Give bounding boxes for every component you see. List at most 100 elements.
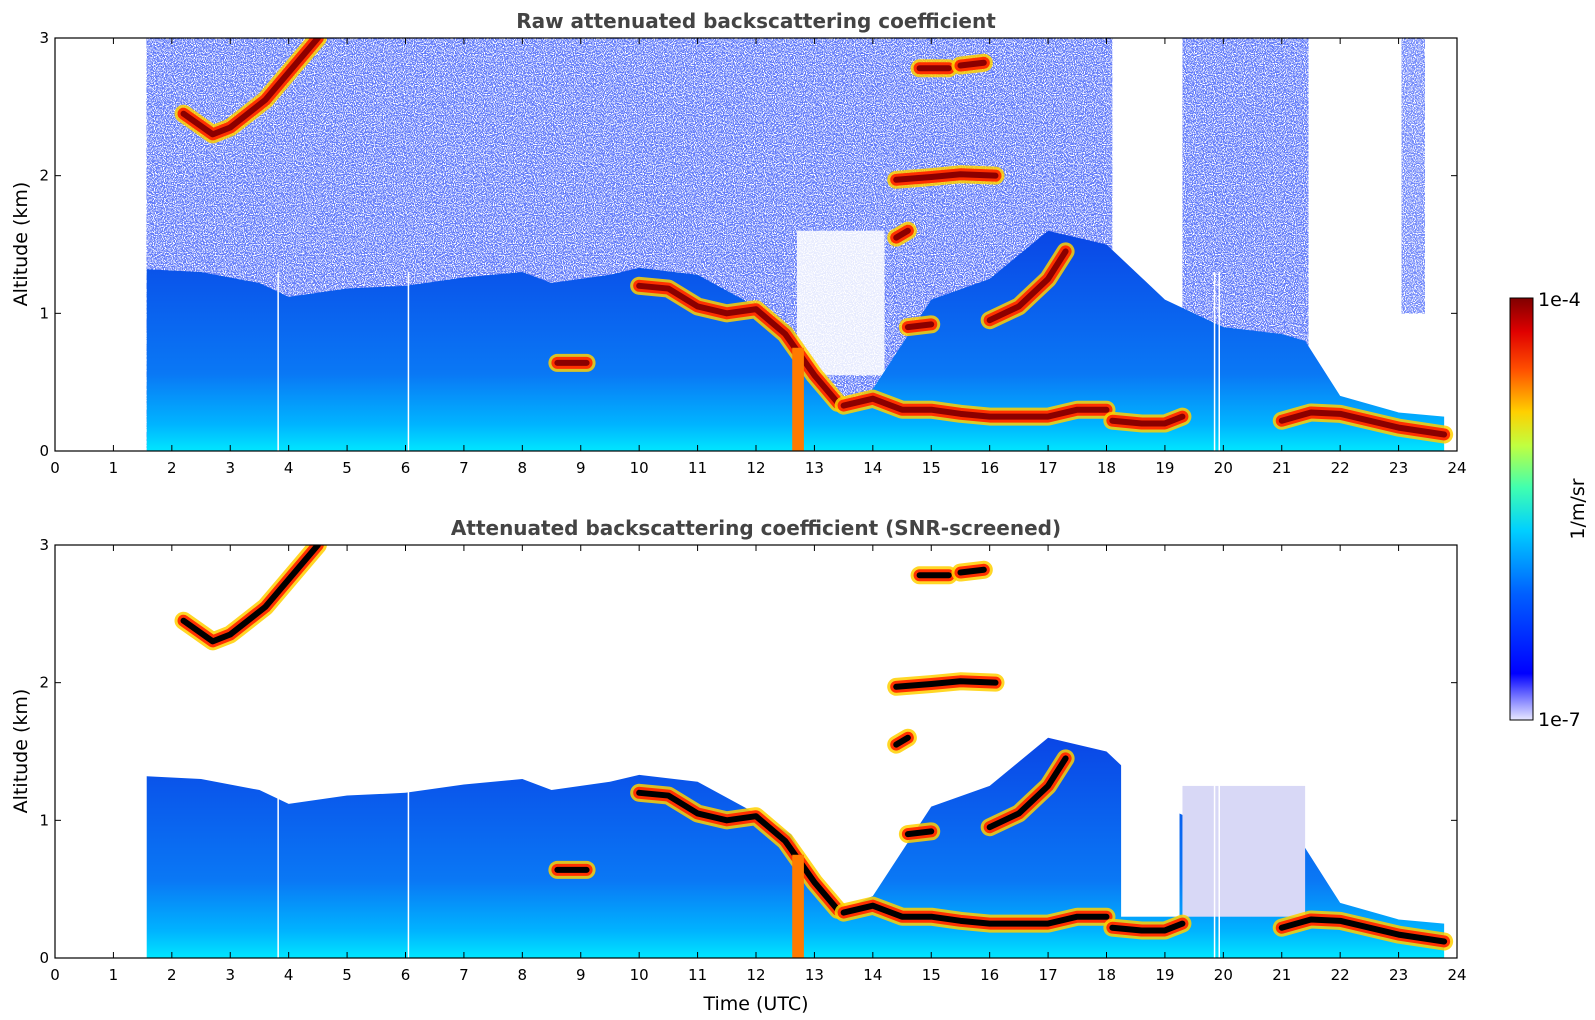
screened-x-tick-label: 21 xyxy=(1272,966,1291,984)
raw-x-tick-label: 4 xyxy=(284,459,294,477)
screened-cloud-layer-core xyxy=(840,902,1110,927)
raw-x-tick-label: 6 xyxy=(401,459,411,477)
screened-x-tick-label: 1 xyxy=(109,966,119,984)
raw-x-tick-label: 1 xyxy=(109,459,119,477)
screened-x-tick-label: 23 xyxy=(1389,966,1408,984)
colorbar-max-label: 1e-4 xyxy=(1538,289,1581,311)
raw-cloud-layer-core xyxy=(893,171,999,183)
raw-x-tick-label: 18 xyxy=(1097,459,1116,477)
raw-x-tick-label: 24 xyxy=(1447,459,1466,477)
raw-x-tick-label: 2 xyxy=(167,459,177,477)
screened-residual-layer xyxy=(1182,785,1306,917)
screened-x-tick-label: 20 xyxy=(1214,966,1233,984)
screened-x-tick-label: 9 xyxy=(576,966,586,984)
screened-x-tick-label: 5 xyxy=(342,966,352,984)
screened-x-tick-label: 12 xyxy=(746,966,765,984)
raw-x-tick-label: 23 xyxy=(1389,459,1408,477)
colorbar: 1e-4 1e-7 1/m/sr xyxy=(1509,289,1589,731)
screened-x-tick-label: 6 xyxy=(401,966,411,984)
screened-x-tick-label: 7 xyxy=(459,966,469,984)
raw-x-tick-label: 13 xyxy=(805,459,824,477)
raw-y-tick-label: 0 xyxy=(39,442,49,460)
screened-x-tick-label: 19 xyxy=(1155,966,1174,984)
raw-heatmap xyxy=(146,38,1454,451)
screened-backscatter-panel: Attenuated backscattering coefficient (S… xyxy=(10,516,1467,1015)
raw-x-tick-label: 12 xyxy=(746,459,765,477)
screened-cloud-layer-core xyxy=(957,566,987,576)
colorbar-unit-label: 1/m/sr xyxy=(1567,478,1589,539)
raw-cloud-layer-core xyxy=(957,59,987,69)
colorbar-gradient xyxy=(1509,297,1534,721)
screened-cloud-layer-core xyxy=(986,755,1069,831)
raw-x-tick-label: 15 xyxy=(922,459,941,477)
raw-x-tick-label: 16 xyxy=(980,459,999,477)
raw-x-tick-label: 22 xyxy=(1331,459,1350,477)
raw-cloud-layer-core xyxy=(180,38,321,138)
raw-x-tick-label: 10 xyxy=(630,459,649,477)
raw-cloud-layer-core xyxy=(904,321,935,331)
raw-x-tick-label: 7 xyxy=(459,459,469,477)
screened-x-tick-label: 14 xyxy=(863,966,882,984)
screened-x-tick-label: 4 xyxy=(284,966,294,984)
screened-x-tick-label: 2 xyxy=(167,966,177,984)
screened-x-tick-label: 8 xyxy=(518,966,528,984)
raw-cloud-layer-core xyxy=(986,248,1069,324)
screened-y-axis-label: Altitude (km) xyxy=(10,689,32,814)
raw-cloud-layer-core xyxy=(636,282,841,406)
raw-noise-field-late xyxy=(1401,38,1425,314)
screened-y-tick-label: 2 xyxy=(39,674,49,692)
screened-y-tick-label: 1 xyxy=(39,811,49,829)
raw-cloud-layer-core xyxy=(1109,413,1186,427)
screened-cloud-layer-core xyxy=(1109,920,1186,934)
screened-cloud-layer-core xyxy=(904,828,935,838)
raw-y-axis-label: Altitude (km) xyxy=(10,182,32,307)
raw-x-tick-label: 19 xyxy=(1155,459,1174,477)
screened-cloud-layer-core xyxy=(893,678,999,690)
screened-cloud-layer-core xyxy=(636,789,841,913)
screened-x-tick-label: 17 xyxy=(1039,966,1058,984)
screened-cloud-layer-core xyxy=(1278,916,1448,945)
screened-x-tick-label: 10 xyxy=(630,966,649,984)
screened-y-tick-label: 3 xyxy=(39,536,49,554)
raw-cloud-layer-core xyxy=(840,395,1110,420)
screened-clear-gap xyxy=(1121,751,1180,917)
raw-x-tick-label: 20 xyxy=(1214,459,1233,477)
raw-backscatter-panel: Raw attenuated backscattering coefficien… xyxy=(10,9,1467,477)
raw-clear-gap xyxy=(796,230,885,376)
screened-cloud-layer-halo xyxy=(174,545,327,651)
raw-x-tick-label: 17 xyxy=(1039,459,1058,477)
screened-axes: 0 1 2 3 4 5 6 7 8 9 10 11 12 13 14 15 16 17 18 19 20 21 22 23 24… xyxy=(39,536,1466,984)
screened-y-tick-label: 0 xyxy=(39,949,49,967)
time-axis-label: Time (UTC) xyxy=(702,993,808,1015)
screened-x-tick-label: 22 xyxy=(1331,966,1350,984)
screened-cloud-layer-core xyxy=(180,545,321,645)
raw-x-tick-label: 11 xyxy=(688,459,707,477)
screened-heatmap xyxy=(146,545,1454,958)
raw-x-tick-label: 21 xyxy=(1272,459,1291,477)
colorbar-min-label: 1e-7 xyxy=(1538,709,1581,731)
screened-x-tick-label: 24 xyxy=(1447,966,1466,984)
screened-x-tick-label: 15 xyxy=(922,966,941,984)
raw-x-tick-label: 9 xyxy=(576,459,586,477)
raw-y-tick-label: 1 xyxy=(39,304,49,322)
raw-x-tick-label: 14 xyxy=(863,459,882,477)
screened-cloud-layer-core xyxy=(893,734,911,748)
raw-axes: 0 1 2 3 4 5 6 7 8 9 10 11 12 13 14 15 16 17 18 19 20 21 22 23 24… xyxy=(39,29,1466,477)
raw-cloud-layer-core xyxy=(893,227,911,241)
screened-x-tick-label: 3 xyxy=(225,966,235,984)
raw-x-tick-label: 0 xyxy=(50,459,60,477)
screened-x-tick-label: 16 xyxy=(980,966,999,984)
screened-x-tick-label: 13 xyxy=(805,966,824,984)
raw-panel-title: Raw attenuated backscattering coefficien… xyxy=(516,9,996,33)
raw-x-tick-label: 5 xyxy=(342,459,352,477)
raw-y-tick-label: 3 xyxy=(39,29,49,47)
raw-x-tick-label: 8 xyxy=(518,459,528,477)
screened-x-tick-label: 18 xyxy=(1097,966,1116,984)
screened-fog-column xyxy=(792,854,804,958)
raw-y-tick-label: 2 xyxy=(39,167,49,185)
screened-panel-title: Attenuated backscattering coefficient (S… xyxy=(451,516,1061,540)
raw-cloud-layer-core xyxy=(1278,409,1448,438)
raw-x-tick-label: 3 xyxy=(225,459,235,477)
screened-x-tick-label: 11 xyxy=(688,966,707,984)
